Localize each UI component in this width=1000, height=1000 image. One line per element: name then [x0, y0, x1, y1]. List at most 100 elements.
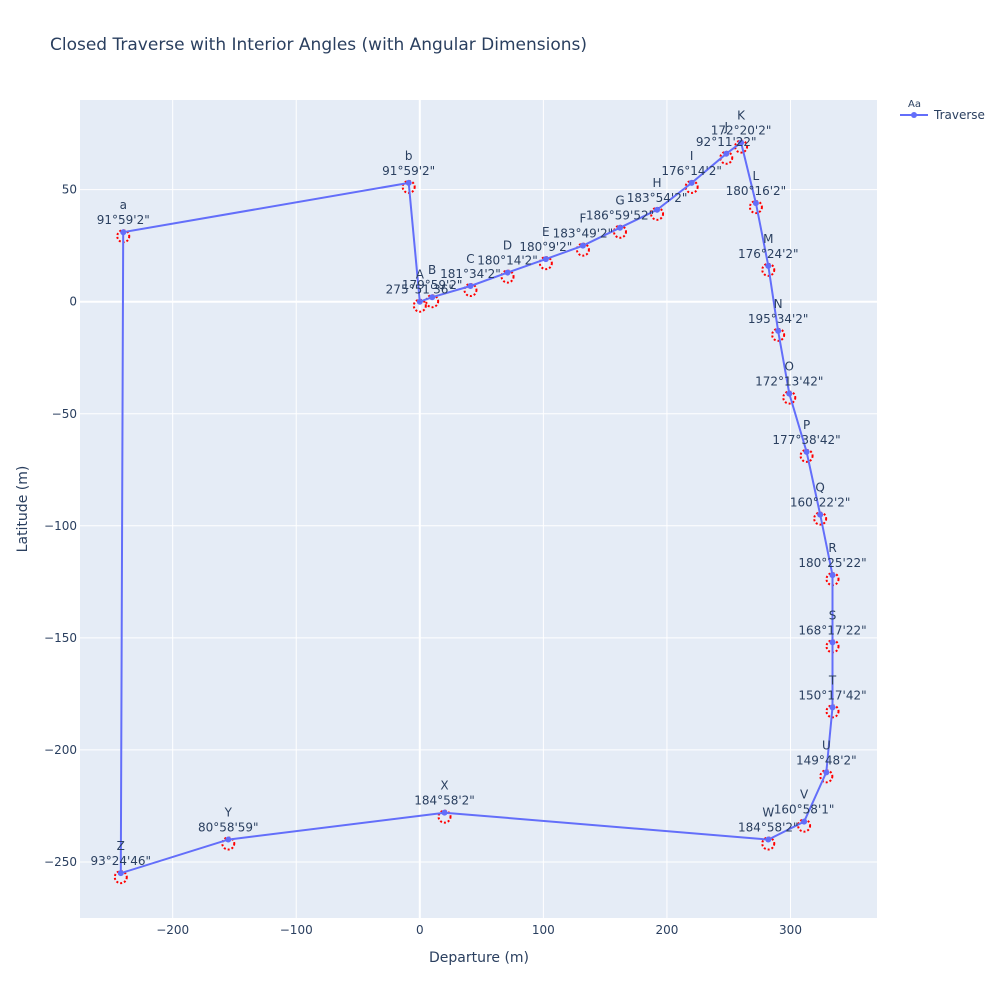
angle-label-N: 195°34'2" [748, 312, 809, 326]
angle-arc-K [734, 139, 749, 154]
y-tick-label: −150 [44, 631, 77, 645]
angle-arc-J [719, 150, 734, 165]
angle-label-J: 92°11'22" [696, 135, 757, 149]
chart-title: Closed Traverse with Interior Angles (wi… [50, 35, 587, 55]
point-marker-H [654, 206, 661, 213]
point-marker-V [801, 818, 808, 825]
angle-arc-Y [221, 836, 236, 851]
point-label-K: K [737, 109, 746, 123]
angle-arc-Q [813, 511, 828, 526]
angle-label-A: 275°51'36" [386, 283, 454, 297]
angle-label-b: 91°59'2" [382, 164, 435, 178]
point-marker-E [542, 256, 549, 263]
point-label-C: C [466, 252, 474, 266]
point-marker-F [579, 242, 586, 249]
angle-arc-B [425, 294, 440, 309]
angle-arc-O [782, 390, 797, 405]
tick-labels: −200 −100 0 100 200 300 −250 −200 −150 −100 −50 0 50 [44, 183, 802, 937]
angle-label-C: 181°34'2" [440, 267, 501, 281]
angle-label-Y: 80°58'59" [198, 821, 259, 835]
angle-label-U: 149°48'2" [796, 753, 857, 767]
angle-label-P: 177°38'42" [772, 433, 840, 447]
point-label-S: S [829, 608, 837, 622]
y-tick-label: −50 [52, 407, 77, 421]
angle-label-V: 160°58'1" [774, 803, 835, 817]
angle-arc-P [799, 448, 814, 463]
plot-area [80, 100, 877, 918]
point-label-B: B [428, 263, 436, 277]
angle-arc-H [650, 206, 665, 221]
angle-label-T: 150°17'42" [798, 688, 866, 702]
point-label-E: E [542, 225, 550, 239]
point-marker-K [738, 139, 745, 146]
angle-label-Z: 93°24'46" [90, 854, 151, 868]
angle-label-O: 172°13'42" [755, 375, 823, 389]
point-label-O: O [785, 360, 794, 374]
angle-arc-V [797, 818, 812, 833]
angle-arc-M [761, 262, 776, 277]
angle-arc-I [684, 179, 699, 194]
angle-arc-X [437, 809, 452, 824]
angle-label-M: 176°24'2" [738, 247, 799, 261]
point-marker-W [765, 836, 772, 843]
point-label-V: V [800, 788, 809, 802]
point-marker-S [829, 639, 836, 646]
point-marker-Q [817, 511, 824, 518]
legend-item-traverse[interactable]: Traverse [933, 108, 985, 122]
point-marker-b [405, 179, 412, 186]
point-marker-J [723, 150, 730, 157]
point-marker-I [688, 179, 695, 186]
point-label-b: b [405, 149, 413, 163]
angle-arc-A [412, 298, 427, 313]
angle-label-a: 91°59'2" [97, 213, 150, 227]
point-marker-M [765, 262, 772, 269]
x-tick-label: 100 [532, 923, 555, 937]
x-axis-title: Departure (m) [429, 950, 529, 966]
angle-label-X: 184°58'2" [414, 794, 475, 808]
angle-label-L: 180°16'2" [726, 184, 787, 198]
point-label-G: G [615, 194, 624, 208]
point-label-X: X [440, 779, 448, 793]
point-marker-N [775, 327, 782, 334]
point-marker-Y [225, 836, 232, 843]
angle-label-R: 180°25'22" [798, 556, 866, 570]
y-tick-label: −200 [44, 743, 77, 757]
angle-arc-Z [113, 870, 128, 885]
point-label-R: R [828, 541, 836, 555]
x-tick-label: 0 [416, 923, 424, 937]
legend[interactable]: Aa Traverse [900, 99, 985, 122]
point-marker-X [441, 809, 448, 816]
angle-label-F: 183°49'2" [553, 227, 614, 241]
point-marker-Z [117, 870, 124, 877]
y-tick-label: 50 [62, 183, 77, 197]
x-tick-label: −100 [280, 923, 313, 937]
point-marker-C [467, 283, 474, 290]
point-marker-O [786, 390, 793, 397]
x-tick-label: −200 [156, 923, 189, 937]
angle-label-D: 180°14'2" [477, 254, 538, 268]
point-marker-L [752, 200, 759, 207]
angle-label-S: 168°17'22" [798, 623, 866, 637]
angle-label-I: 176°14'2" [661, 164, 722, 178]
angle-arc-G [612, 224, 627, 239]
point-label-Z: Z [117, 839, 125, 853]
point-marker-U [823, 769, 830, 776]
x-tick-label: 200 [655, 923, 678, 937]
angle-label-K: 172°20'2" [711, 124, 772, 138]
y-tick-label: −250 [44, 855, 77, 869]
point-label-U: U [822, 738, 831, 752]
point-marker-A [416, 298, 423, 305]
angle-arc-C [463, 283, 478, 298]
point-label-L: L [753, 169, 760, 183]
gridlines [80, 100, 877, 918]
angle-label-Q: 160°22'2" [790, 496, 851, 510]
legend-marker-swatch [911, 112, 917, 118]
point-marker-a [120, 229, 127, 236]
angle-arc-E [538, 256, 553, 271]
point-marker-P [803, 448, 810, 455]
angle-arc-D [500, 269, 515, 284]
point-label-P: P [803, 418, 810, 432]
legend-header: Aa [908, 99, 921, 110]
point-marker-G [616, 224, 623, 231]
